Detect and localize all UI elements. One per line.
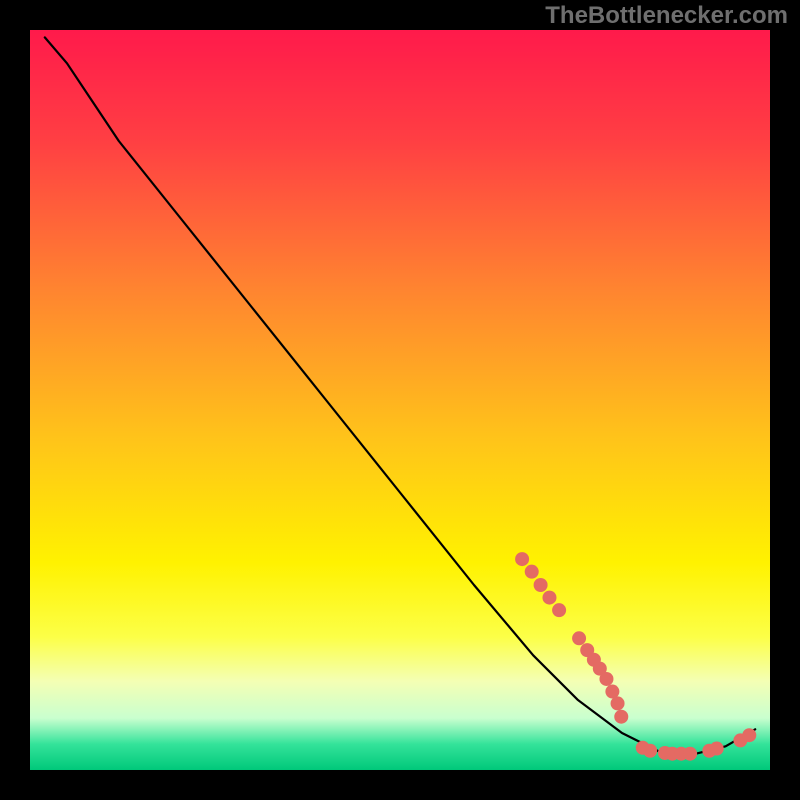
- data-marker: [525, 565, 539, 579]
- data-marker: [710, 742, 724, 756]
- gradient-background: [30, 30, 770, 770]
- stage: TheBottlenecker.com: [0, 0, 800, 800]
- data-marker: [534, 578, 548, 592]
- data-marker: [611, 696, 625, 710]
- data-marker: [614, 710, 628, 724]
- data-marker: [552, 603, 566, 617]
- data-marker: [643, 744, 657, 758]
- plot-svg: [30, 30, 770, 770]
- watermark-text: TheBottlenecker.com: [545, 2, 788, 30]
- data-marker: [683, 747, 697, 761]
- plot-area: [30, 30, 770, 770]
- data-marker: [599, 672, 613, 686]
- data-marker: [542, 591, 556, 605]
- data-marker: [742, 728, 756, 742]
- data-marker: [515, 552, 529, 566]
- data-marker: [572, 631, 586, 645]
